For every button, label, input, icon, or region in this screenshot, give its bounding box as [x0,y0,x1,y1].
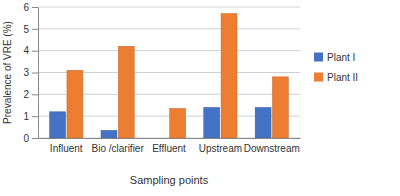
bar [170,109,186,138]
tick: 5 [23,24,38,35]
x-axis: Influent Bio /clarifier Effluent UpstreamDo… [39,138,301,154]
legend: Plant I Plant II [314,52,358,83]
bar [152,138,168,139]
tick-label: Upstream [199,143,242,154]
tick-label: Influent [50,143,83,154]
tick-mark [32,94,38,95]
tick-mark [32,7,38,8]
tick: Bio /clarifier [92,138,145,154]
bars [50,14,289,138]
tick-label: 4 [23,45,29,56]
bar [272,77,288,138]
y-axis: 0 1 2 3 4 5 6 [23,2,38,144]
tick: Influent [50,138,83,154]
tick: 4 [23,45,38,56]
series [67,14,288,138]
bar [118,46,134,138]
legend-label: Plant II [327,72,358,83]
tick-mark [32,29,38,30]
grid-line [38,50,300,51]
bar [50,112,66,138]
tick-label: 0 [23,133,29,144]
tick-label: 3 [23,67,29,78]
tick-label: Downstream [244,143,300,154]
legend-swatch [314,73,323,82]
tick: Effluent [152,138,186,154]
tick: 2 [23,89,38,100]
plot: 0 1 2 3 4 5 6 Influent Bio /clarifier Effluent Ups… [23,2,300,154]
tick-label: Effluent [152,143,186,154]
bar [67,70,83,138]
tick: 3 [23,67,38,78]
tick-label: 2 [23,89,29,100]
tick: Downstream [244,138,300,154]
grid [38,7,300,138]
tick-label: 6 [23,2,29,13]
x-axis-title: Sampling points [130,174,209,186]
grid-line [38,7,300,8]
tick: 1 [23,111,38,122]
tick: Upstream [199,138,242,154]
chart: 0 1 2 3 4 5 6 Influent Bio /clarifier Effluent Ups… [0,0,400,196]
bar [221,14,237,138]
bar [204,107,220,138]
legend-item: Plant II [314,72,358,83]
grid-line [38,28,300,29]
tick-mark [32,51,38,52]
tick-mark [32,116,38,117]
tick: 6 [23,2,38,13]
bar [101,130,117,138]
tick-mark [32,73,38,74]
tick-label: 5 [23,24,29,35]
legend-label: Plant I [327,52,355,63]
tick-label: Bio /clarifier [92,143,145,154]
bar [255,107,271,138]
axis-line [39,138,301,139]
legend-swatch [314,53,323,62]
tick: 0 [23,133,38,144]
legend-item: Plant I [314,52,355,63]
axis-line [38,8,39,139]
tick-mark [32,138,38,139]
tick-label: 1 [23,111,29,122]
y-axis-title: Prevalence of VRE (%) [2,21,13,124]
